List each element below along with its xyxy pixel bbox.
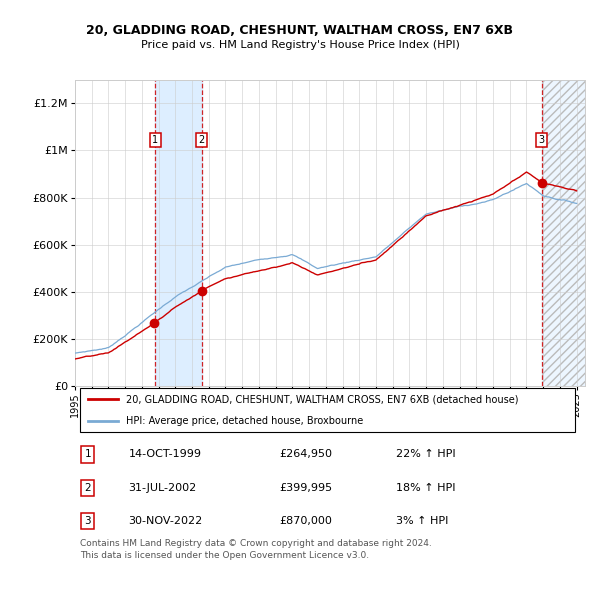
- Text: HPI: Average price, detached house, Broxbourne: HPI: Average price, detached house, Brox…: [126, 416, 363, 426]
- Text: Contains HM Land Registry data © Crown copyright and database right 2024.
This d: Contains HM Land Registry data © Crown c…: [80, 539, 432, 560]
- Text: 14-OCT-1999: 14-OCT-1999: [128, 450, 202, 460]
- Text: 20, GLADDING ROAD, CHESHUNT, WALTHAM CROSS, EN7 6XB (detached house): 20, GLADDING ROAD, CHESHUNT, WALTHAM CRO…: [126, 394, 518, 404]
- Text: 3: 3: [539, 135, 545, 145]
- FancyBboxPatch shape: [80, 388, 575, 432]
- Text: 18% ↑ HPI: 18% ↑ HPI: [397, 483, 456, 493]
- Text: 30-NOV-2022: 30-NOV-2022: [128, 516, 203, 526]
- Text: 1: 1: [152, 135, 158, 145]
- Text: 3: 3: [85, 516, 91, 526]
- Text: £399,995: £399,995: [279, 483, 332, 493]
- Text: Price paid vs. HM Land Registry's House Price Index (HPI): Price paid vs. HM Land Registry's House …: [140, 40, 460, 50]
- Text: 20, GLADDING ROAD, CHESHUNT, WALTHAM CROSS, EN7 6XB: 20, GLADDING ROAD, CHESHUNT, WALTHAM CRO…: [86, 24, 514, 37]
- Bar: [542, 80, 585, 386]
- Text: 3% ↑ HPI: 3% ↑ HPI: [397, 516, 449, 526]
- Text: 2: 2: [85, 483, 91, 493]
- Text: 31-JUL-2002: 31-JUL-2002: [128, 483, 197, 493]
- Bar: [155, 80, 202, 386]
- Bar: [542, 80, 585, 386]
- Text: £870,000: £870,000: [279, 516, 332, 526]
- Text: 2: 2: [199, 135, 205, 145]
- Text: £264,950: £264,950: [279, 450, 332, 460]
- Text: 1: 1: [85, 450, 91, 460]
- Text: 22% ↑ HPI: 22% ↑ HPI: [397, 450, 456, 460]
